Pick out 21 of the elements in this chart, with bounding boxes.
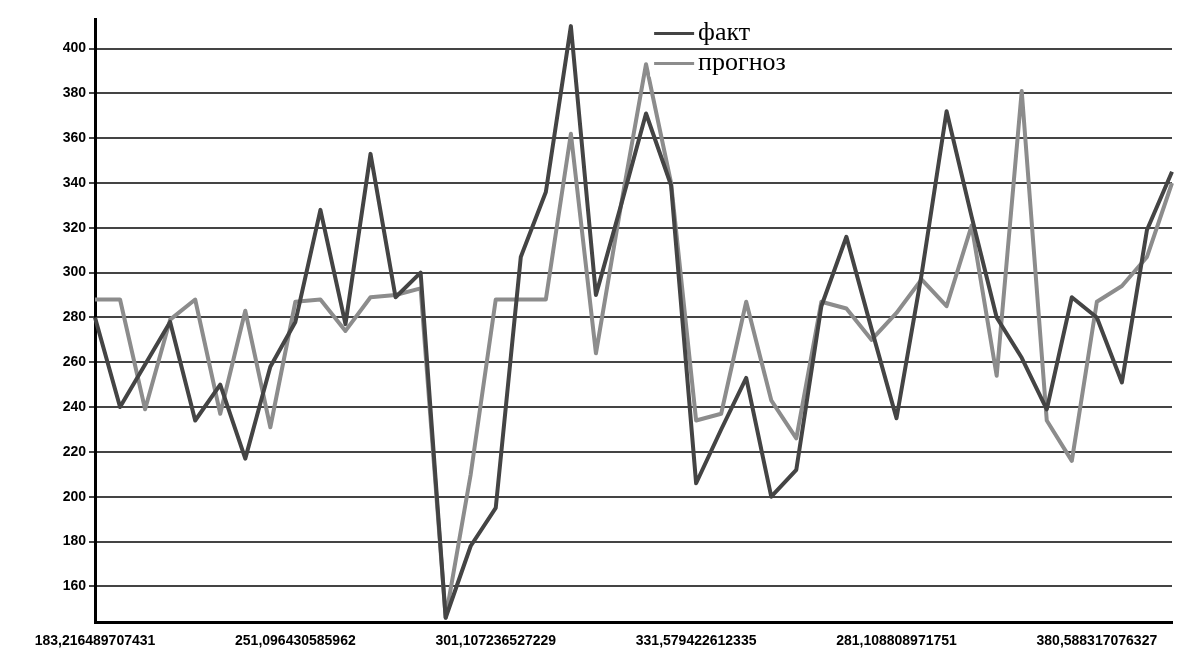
y-tick-label: 300: [62, 263, 87, 280]
x-tick-label: 281,108808971751: [836, 632, 958, 649]
y-tick-label: 380: [62, 84, 87, 101]
y-tick-label: 200: [62, 487, 87, 504]
y-tick-label: 160: [62, 577, 87, 594]
y-tick-label: 280: [62, 308, 87, 325]
legend-label: прогноз: [698, 47, 786, 77]
legend-label: факт: [698, 17, 751, 47]
y-tick-label: 400: [62, 39, 87, 56]
x-tick-label: 301,107236527229: [435, 632, 557, 649]
y-tick-label: 320: [62, 218, 87, 235]
x-tick-label: 331,579422612335: [635, 632, 757, 649]
y-tick-label: 260: [62, 353, 87, 370]
x-tick-label: 183,216489707431: [34, 632, 156, 649]
x-tick-label: 380,588317076327: [1036, 632, 1158, 649]
y-tick-label: 220: [62, 442, 87, 459]
x-tick-label: 251,096430585962: [235, 632, 356, 649]
y-tick-label: 180: [62, 532, 87, 549]
y-tick-label: 360: [62, 129, 87, 146]
y-tick-label: 240: [62, 397, 87, 414]
y-tick-label: 340: [62, 173, 87, 190]
